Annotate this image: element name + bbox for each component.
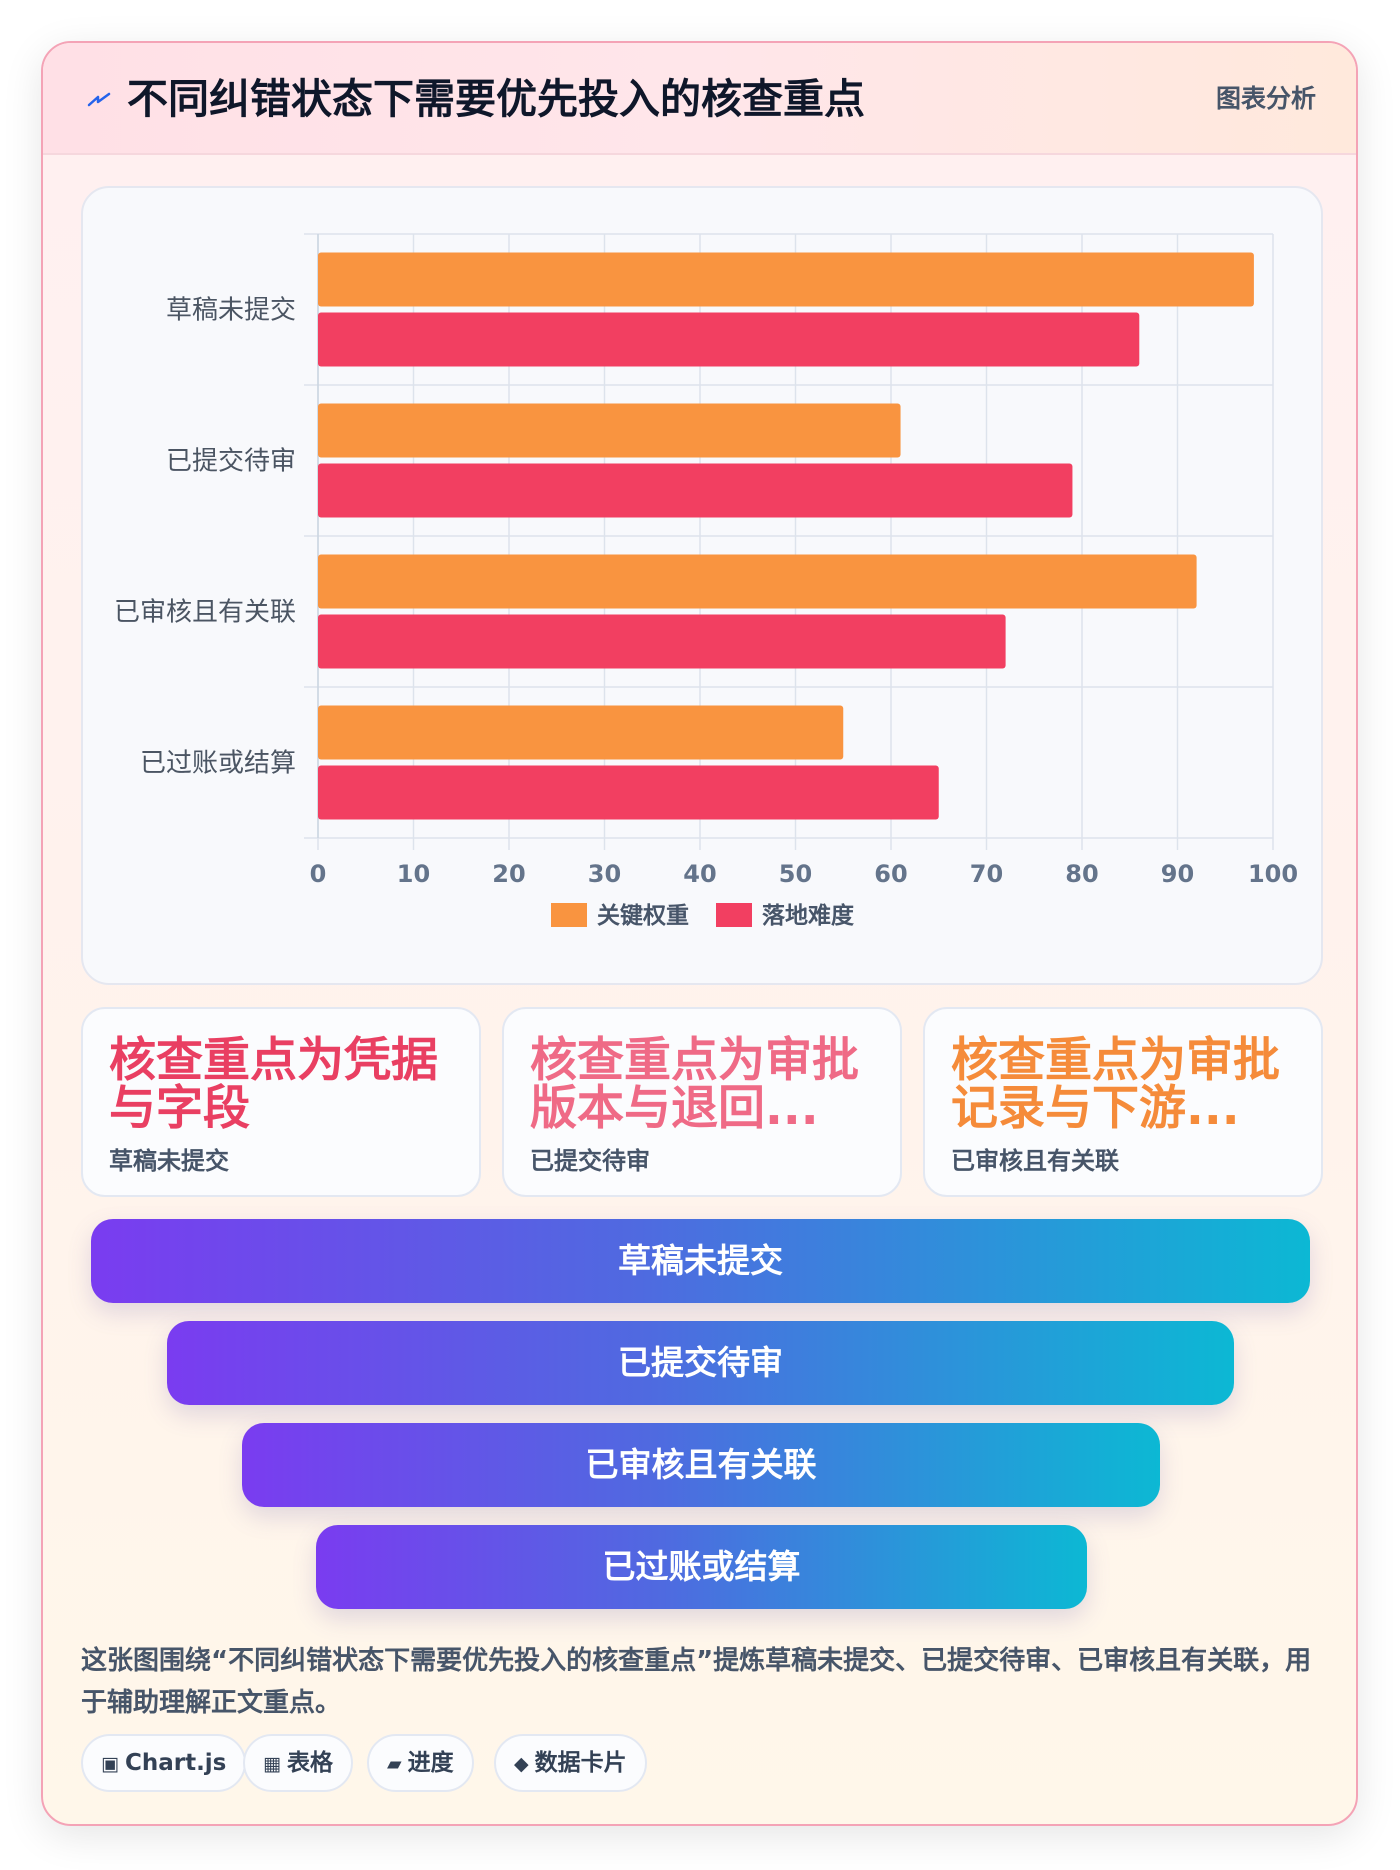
legend-swatch (716, 903, 752, 927)
bar-weight (318, 554, 1197, 609)
progress-icon: ▰ (387, 1753, 402, 1775)
x-tick-label: 90 (1161, 860, 1194, 888)
data-card-icon: ◆ (514, 1753, 529, 1775)
x-tick-label: 10 (397, 860, 430, 888)
tag-pill-data-card[interactable]: ◆ 数据卡片 (494, 1734, 647, 1792)
y-category-label: 已审核且有关联 (114, 598, 296, 628)
lightning-icon (87, 92, 111, 107)
summary-card-status: 草稿未提交 (109, 1147, 229, 1175)
chart-icon: ▣ (101, 1753, 119, 1775)
x-tick-label: 0 (310, 860, 327, 888)
funnel-step-3: 已审核且有关联 (242, 1423, 1160, 1507)
tag-pill-chartjs[interactable]: ▣ Chart.js (81, 1734, 247, 1792)
bar-weight (318, 705, 844, 760)
summary-cards: 核查重点为凭据与字段 草稿未提交 核查重点为审批版本与退回... 已提交待审 核… (81, 1007, 1323, 1197)
bar-weight (318, 252, 1254, 307)
legend-label: 关键权重 (597, 902, 689, 929)
x-tick-label: 100 (1248, 860, 1298, 888)
y-category-label: 草稿未提交 (166, 296, 296, 326)
bar-chart-svg: 0 10 20 30 40 50 60 70 80 90 100 草稿未提交已提交待审已审核且有关联已… (114, 233, 1298, 929)
funnel-step-2: 已提交待审 (167, 1321, 1234, 1405)
summary-card-headline: 核查重点为凭据与字段 (109, 1033, 438, 1136)
summary-card-headline: 核查重点为审批版本与退回... (530, 1033, 859, 1136)
y-category-label: 已提交待审 (166, 447, 296, 477)
funnel-step-1: 草稿未提交 (91, 1219, 1310, 1303)
pill-label: 进度 (407, 1750, 454, 1776)
figure-card: 不同纠错状态下需要优先投入的核查重点 图表分析 0 10 20 30 40 50 60 70 8… (41, 41, 1358, 1826)
summary-card-2: 核查重点为审批版本与退回... 已提交待审 (502, 1007, 902, 1197)
summary-card-3: 核查重点为审批记录与下游... 已审核且有关联 (923, 1007, 1323, 1197)
x-tick-label: 70 (970, 860, 1003, 888)
summary-card-1: 核查重点为凭据与字段 草稿未提交 (81, 1007, 481, 1197)
summary-card-headline: 核查重点为审批记录与下游... (951, 1033, 1280, 1136)
bar-chart: 0 10 20 30 40 50 60 70 80 90 100 草稿未提交已提交待审已审核且有关联已… (81, 186, 1323, 985)
y-category-label: 已过账或结算 (140, 749, 296, 779)
chart-analysis-tag: 图表分析 (1215, 84, 1316, 113)
bar-difficulty (318, 765, 939, 820)
x-tick-label: 80 (1065, 860, 1098, 888)
x-tick-label: 20 (492, 860, 525, 888)
bar-weight (318, 403, 901, 458)
summary-card-status: 已审核且有关联 (951, 1147, 1119, 1175)
funnel-step-4: 已过账或结算 (316, 1525, 1087, 1609)
tag-pill-table[interactable]: ▦ 表格 (243, 1734, 353, 1792)
pill-label: 表格 (286, 1750, 333, 1776)
x-tick-label: 60 (874, 860, 907, 888)
x-tick-label: 40 (683, 860, 716, 888)
table-icon: ▦ (263, 1753, 281, 1775)
bar-difficulty (318, 312, 1140, 367)
pill-label: 数据卡片 (534, 1750, 627, 1776)
summary-card-status: 已提交待审 (530, 1147, 650, 1175)
bar-difficulty (318, 614, 1006, 669)
card-header: 不同纠错状态下需要优先投入的核查重点 图表分析 (43, 43, 1356, 155)
tag-pill-progress[interactable]: ▰ 进度 (367, 1734, 474, 1792)
page-title: 不同纠错状态下需要优先投入的核查重点 (127, 75, 865, 123)
x-tick-label: 50 (779, 860, 812, 888)
figure-description: 这张图围绕“不同纠错状态下需要优先投入的核查重点”提炼草稿未提交、已提交待审、已… (81, 1646, 1312, 1718)
bar-difficulty (318, 463, 1073, 518)
pill-label: Chart.js (124, 1750, 227, 1776)
x-tick-label: 30 (588, 860, 621, 888)
legend-label: 落地难度 (762, 902, 855, 929)
legend-swatch (551, 903, 587, 927)
